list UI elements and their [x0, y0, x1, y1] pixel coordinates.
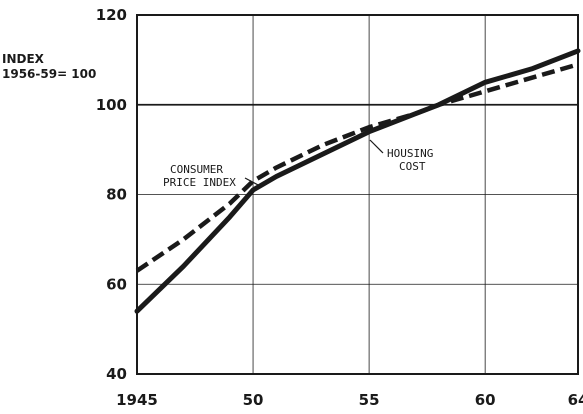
- annotation-housing-line1: HOUSING: [387, 147, 433, 160]
- x-tick-label: 60: [475, 391, 496, 409]
- y-tick-label: 120: [96, 6, 127, 24]
- y-axis-label-line1: INDEX: [2, 52, 45, 66]
- y-tick-label: 60: [106, 275, 127, 293]
- annotation-cpi-line2: PRICE INDEX: [163, 176, 236, 189]
- series-lines: [134, 48, 581, 314]
- x-tick-label: 64: [568, 391, 583, 409]
- y-axis-label-line2: 1956-59= 100: [2, 67, 96, 81]
- annotation-cpi-line1: CONSUMER: [170, 163, 223, 176]
- y-tick-label: 80: [106, 186, 127, 204]
- x-tick-label: 50: [243, 391, 264, 409]
- annotation-cpi-pointer: [244, 177, 263, 188]
- series-line-consumer-price-index: [135, 62, 579, 273]
- annotation-housing-pointer: [369, 139, 384, 154]
- x-tick-label: 1945: [116, 391, 158, 409]
- annotation-housing-cost: HOUSING COST: [369, 139, 433, 173]
- series-line-housing-cost: [134, 48, 581, 314]
- tick-labels: 120 100 80 60 40 1945 50 55 60 64: [96, 6, 583, 409]
- annotation-housing-line2: COST: [399, 160, 426, 173]
- plot-frame: [136, 14, 579, 375]
- grid: [137, 15, 578, 374]
- x-tick-label: 55: [359, 391, 380, 409]
- y-tick-label: 100: [96, 96, 127, 114]
- y-tick-label: 40: [106, 365, 127, 383]
- annotation-consumer-price-index: CONSUMER PRICE INDEX: [163, 163, 263, 189]
